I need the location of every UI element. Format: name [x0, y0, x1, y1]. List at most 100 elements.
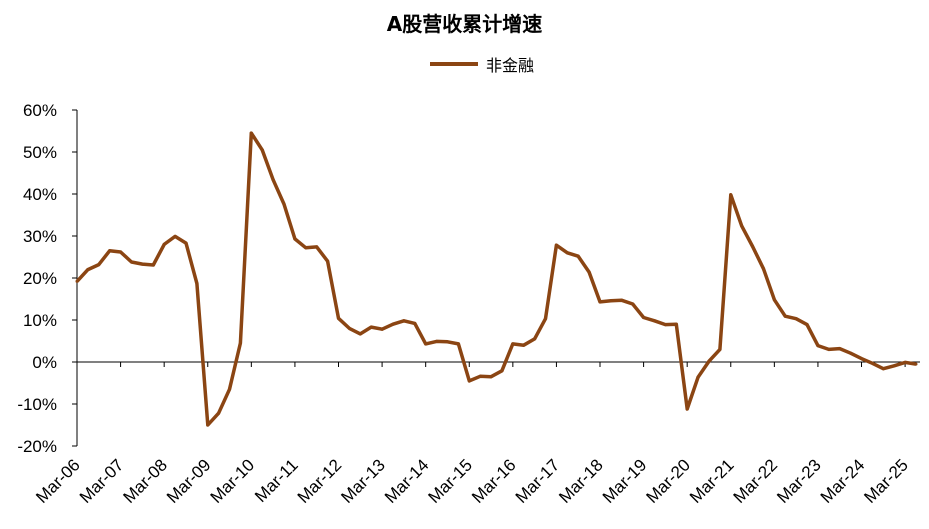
x-tick-label: Mar-10	[207, 455, 259, 507]
x-tick-label: Mar-17	[512, 455, 564, 507]
data-point	[173, 234, 177, 238]
data-point	[391, 322, 395, 326]
data-point	[304, 246, 308, 250]
data-point	[413, 321, 417, 325]
x-tick-label: Mar-06	[32, 455, 84, 507]
data-point	[860, 357, 863, 361]
data-point	[337, 316, 340, 320]
data-point	[358, 332, 362, 336]
chart-title: A股营收累计增速	[386, 12, 543, 36]
data-point	[653, 319, 656, 323]
x-tick-label: Mar-15	[425, 455, 477, 507]
x-tick-label: Mar-24	[817, 455, 869, 507]
data-point	[238, 341, 242, 345]
data-point	[805, 323, 809, 327]
data-point	[870, 361, 874, 365]
data-point	[685, 407, 689, 411]
data-point	[609, 299, 613, 303]
data-point	[554, 243, 558, 247]
data-point	[533, 337, 537, 341]
data-point	[718, 347, 722, 351]
data-point	[456, 342, 460, 346]
data-point	[162, 242, 166, 246]
data-point	[794, 317, 798, 321]
data-point	[544, 317, 547, 321]
data-point	[282, 202, 286, 206]
legend: 非金融	[430, 52, 534, 76]
data-point	[249, 131, 253, 135]
data-point	[892, 364, 896, 368]
data-point	[489, 375, 493, 379]
data-point	[217, 411, 221, 415]
data-point	[903, 360, 907, 364]
data-point	[184, 241, 188, 245]
data-point	[260, 148, 264, 152]
data-point	[86, 268, 90, 272]
x-tick-label: Mar-19	[599, 455, 651, 507]
data-point	[674, 322, 678, 326]
data-point	[151, 263, 155, 267]
data-point	[740, 224, 744, 228]
plot-area	[75, 131, 918, 427]
y-axis-labels: 60% 50% 40% 30% 20% 10% 0% -10% -20%	[17, 101, 57, 456]
data-point	[587, 270, 591, 274]
data-point	[500, 369, 504, 373]
data-point	[881, 367, 885, 371]
data-point	[838, 347, 842, 351]
data-point	[130, 260, 133, 264]
data-point	[827, 347, 831, 351]
data-point	[849, 351, 853, 355]
data-point	[663, 323, 667, 327]
data-point	[326, 259, 330, 263]
data-point	[478, 374, 482, 378]
legend-label: 非金融	[486, 56, 535, 75]
x-tick-label: Mar-22	[730, 455, 782, 507]
data-point	[729, 193, 733, 197]
x-tick-label: Mar-16	[468, 455, 520, 507]
data-point	[914, 362, 918, 366]
y-tick-label: 30%	[23, 227, 57, 246]
data-point	[446, 340, 449, 344]
x-tick-label: Mar-20	[642, 455, 694, 507]
y-tick-label: -10%	[17, 395, 57, 414]
data-point	[380, 327, 384, 331]
x-tick-label: Mar-18	[555, 455, 607, 507]
data-point	[435, 339, 439, 343]
x-tick-label: Mar-07	[76, 455, 128, 507]
data-point	[97, 263, 101, 267]
data-point	[707, 359, 711, 363]
data-point	[228, 387, 231, 391]
data-point	[816, 344, 820, 348]
data-point	[631, 302, 635, 306]
data-point	[315, 245, 319, 249]
data-point	[642, 316, 646, 319]
x-tick-label: Mar-21	[686, 455, 738, 507]
data-point	[75, 279, 79, 283]
data-point	[620, 298, 624, 302]
data-point	[206, 423, 210, 427]
x-tick-label: Mar-23	[773, 455, 825, 507]
data-point	[598, 300, 602, 304]
data-point	[119, 250, 123, 254]
x-tick-label: Mar-11	[251, 455, 302, 506]
y-tick-label: 0%	[32, 353, 57, 372]
data-point	[195, 282, 199, 285]
data-point	[772, 298, 776, 302]
data-point	[347, 326, 351, 330]
y-tick-label: 10%	[23, 311, 57, 330]
series-line-non-financial	[75, 131, 917, 427]
data-point	[108, 249, 112, 253]
x-tick-label: Mar-09	[163, 455, 215, 507]
y-tick-label: 60%	[23, 101, 57, 120]
data-point	[293, 237, 297, 241]
data-point	[424, 342, 428, 346]
x-tick-label: Mar-13	[337, 455, 389, 507]
data-point	[522, 343, 526, 347]
data-point	[271, 178, 275, 182]
data-point	[783, 314, 787, 318]
data-point	[696, 375, 700, 379]
legend-swatch	[430, 62, 478, 66]
x-tick-label: Mar-25	[860, 455, 912, 507]
x-tick-label: Mar-08	[119, 455, 171, 507]
